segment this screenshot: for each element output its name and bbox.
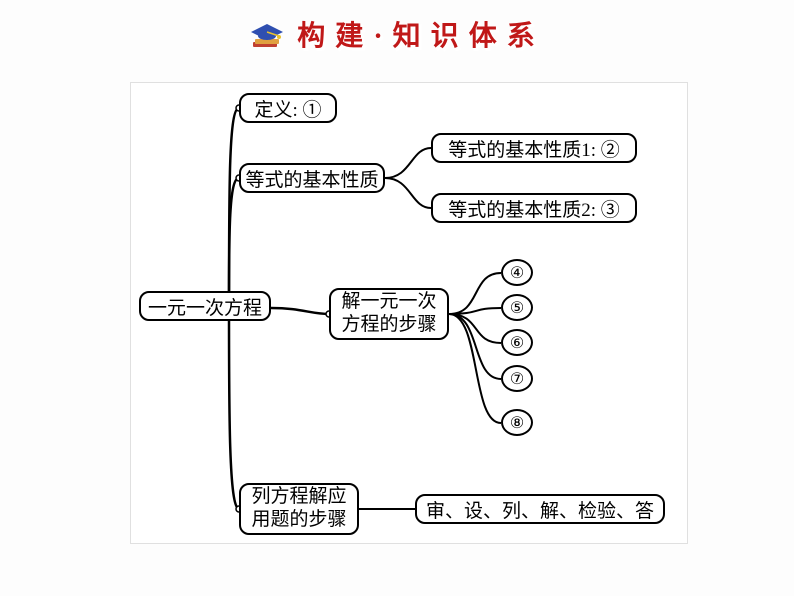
steps-node: 解一元一次 方程的步骤 [329,288,449,340]
node-label: 一元一次方程 [148,293,262,320]
step7-node: ⑦ [501,365,533,392]
node-label: 定义: ① [254,95,321,122]
node-label-line2: 方程的步骤 [341,314,436,337]
node-label: 等式的基本性质1: ② [448,135,620,162]
step8-node: ⑧ [501,409,533,436]
step5-node: ⑤ [501,294,533,321]
mind-map-diagram: 一元一次方程 定义: ① 等式的基本性质 等式的基本性质1: ② 等式的基本性质… [130,82,688,544]
property2-node: 等式的基本性质2: ③ [431,193,637,223]
node-label-line1: 解一元一次 [341,291,436,314]
graduation-hat-icon [249,24,285,59]
definition-node: 定义: ① [239,93,337,123]
node-label-line1: 列方程解应 [251,486,346,509]
property-node: 等式的基本性质 [239,163,385,193]
node-label: ⑥ [510,333,524,353]
node-label: 等式的基本性质2: ③ [448,195,620,222]
node-label: 审、设、列、解、检验、答 [426,496,654,523]
step4-node: ④ [501,259,533,286]
node-label: ⑦ [510,369,524,389]
property1-node: 等式的基本性质1: ② [431,133,637,163]
node-label: ⑧ [510,413,524,433]
root-node: 一元一次方程 [139,291,271,321]
application-detail-node: 审、设、列、解、检验、答 [415,494,665,524]
step6-node: ⑥ [501,329,533,356]
application-node: 列方程解应 用题的步骤 [239,483,359,535]
node-label: 等式的基本性质 [246,165,379,192]
node-label-line2: 用题的步骤 [251,509,346,532]
node-label: ⑤ [510,298,524,318]
node-label: ④ [510,263,524,283]
page-title: 构构建建··知知识识体体系系 [0,14,794,59]
